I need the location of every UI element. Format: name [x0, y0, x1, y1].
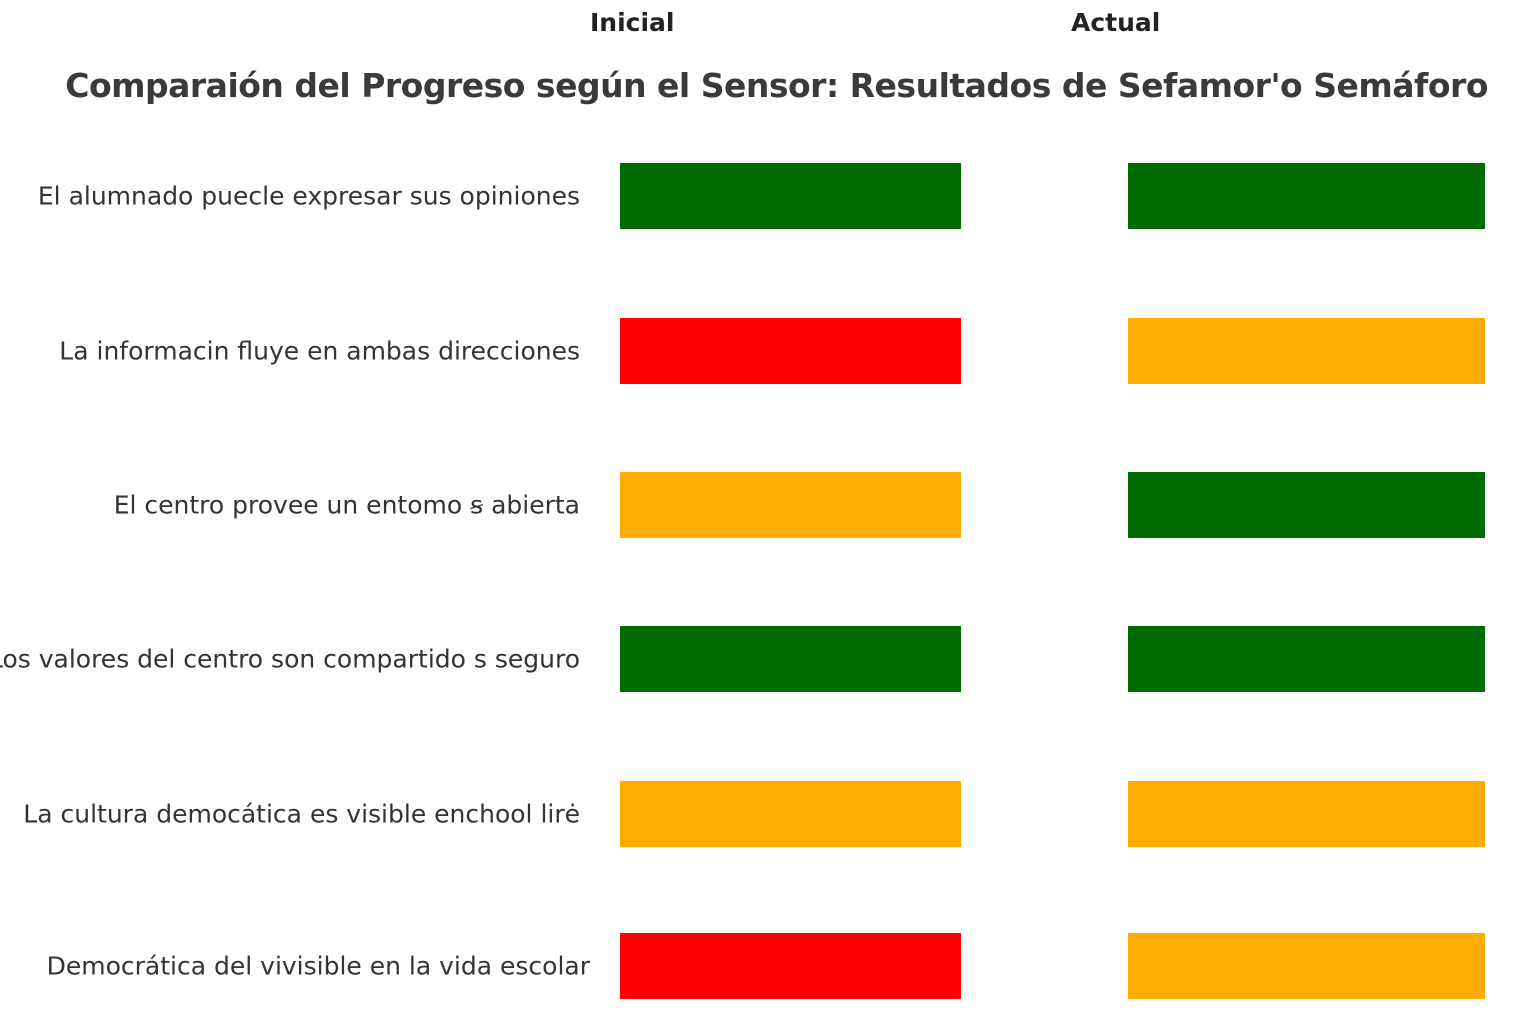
status-bar-inicial-amber: [620, 472, 961, 538]
status-bar-actual-green: [1128, 626, 1485, 692]
status-bar-inicial-green: [620, 626, 961, 692]
row-label: El centro provee un entomo ꞩ abierta: [113, 490, 580, 520]
row-label: La cultura democática es visible enchool…: [23, 799, 580, 829]
column-header-actual: Actual: [1071, 8, 1161, 37]
status-bar-inicial-amber: [620, 781, 961, 847]
status-bar-inicial-green: [620, 163, 961, 229]
status-bar-actual-amber: [1128, 933, 1485, 999]
row-label: Democrática del vivisible en la vida esc…: [46, 951, 590, 981]
row-label: La informacin fluye en ambas direcciones: [59, 336, 580, 366]
row-label: El alumnado puecle expresar sus opinione…: [37, 181, 580, 211]
row-label: Los valores del centro son compartido s …: [0, 644, 580, 674]
status-bar-actual-amber: [1128, 781, 1485, 847]
chart-title: Comparaión del Progreso según el Sensor:…: [65, 66, 1488, 105]
status-bar-actual-amber: [1128, 318, 1485, 384]
status-bar-actual-green: [1128, 163, 1485, 229]
status-bar-inicial-red: [620, 318, 961, 384]
status-bar-actual-green: [1128, 472, 1485, 538]
status-bar-inicial-red: [620, 933, 961, 999]
column-header-inicial: Inicial: [590, 8, 675, 37]
